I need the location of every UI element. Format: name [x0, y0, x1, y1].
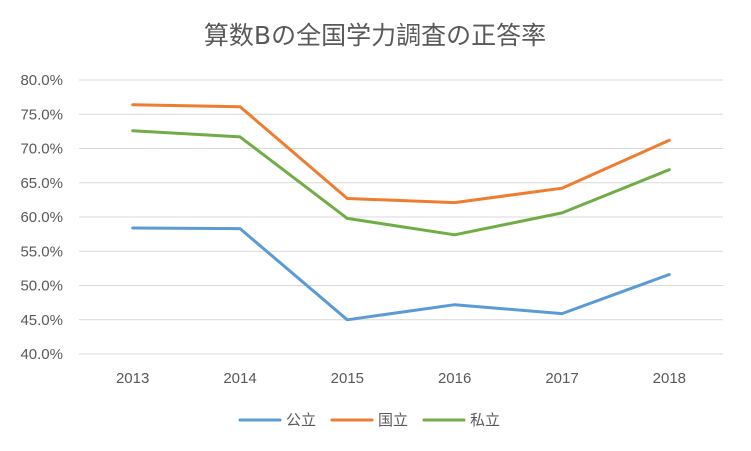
legend-item-2: 国立 [330, 411, 408, 429]
x-tick-label: 2016 [438, 370, 471, 387]
y-tick-label: 50.0% [20, 278, 63, 295]
series-line-3 [131, 129, 671, 237]
chart-title: 算数Bの全国学力調査の正答率 [204, 21, 546, 50]
x-tick-label: 2013 [116, 370, 149, 387]
legend-item-3: 私立 [422, 411, 500, 429]
x-axis: 2013 2014 2015 2016 2017 2018 [116, 370, 686, 387]
x-tick-label: 2017 [545, 370, 578, 387]
y-tick-label: 70.0% [20, 141, 63, 158]
y-tick-label: 40.0% [20, 346, 63, 363]
gridlines [79, 79, 723, 355]
x-tick-label: 2014 [223, 370, 256, 387]
y-tick-label: 55.0% [20, 243, 63, 260]
legend: 公立 国立 私立 [238, 411, 500, 429]
legend-label: 公立 [286, 411, 316, 429]
x-tick-label: 2015 [331, 370, 364, 387]
legend-label: 私立 [470, 411, 500, 429]
y-tick-label: 65.0% [20, 175, 63, 192]
legend-item-1: 公立 [238, 411, 316, 429]
legend-label: 国立 [378, 411, 408, 429]
y-tick-label: 80.0% [20, 72, 63, 89]
series-line-1 [131, 226, 671, 322]
y-tick-label: 45.0% [20, 312, 63, 329]
series-line-2 [131, 103, 671, 205]
y-tick-label: 75.0% [20, 106, 63, 123]
y-axis: 40.0% 45.0% 50.0% 55.0% 60.0% 65.0% 70.0% 75.0%… [20, 72, 63, 363]
series-lines [131, 103, 671, 322]
y-tick-label: 60.0% [20, 209, 63, 226]
x-tick-label: 2018 [653, 370, 686, 387]
